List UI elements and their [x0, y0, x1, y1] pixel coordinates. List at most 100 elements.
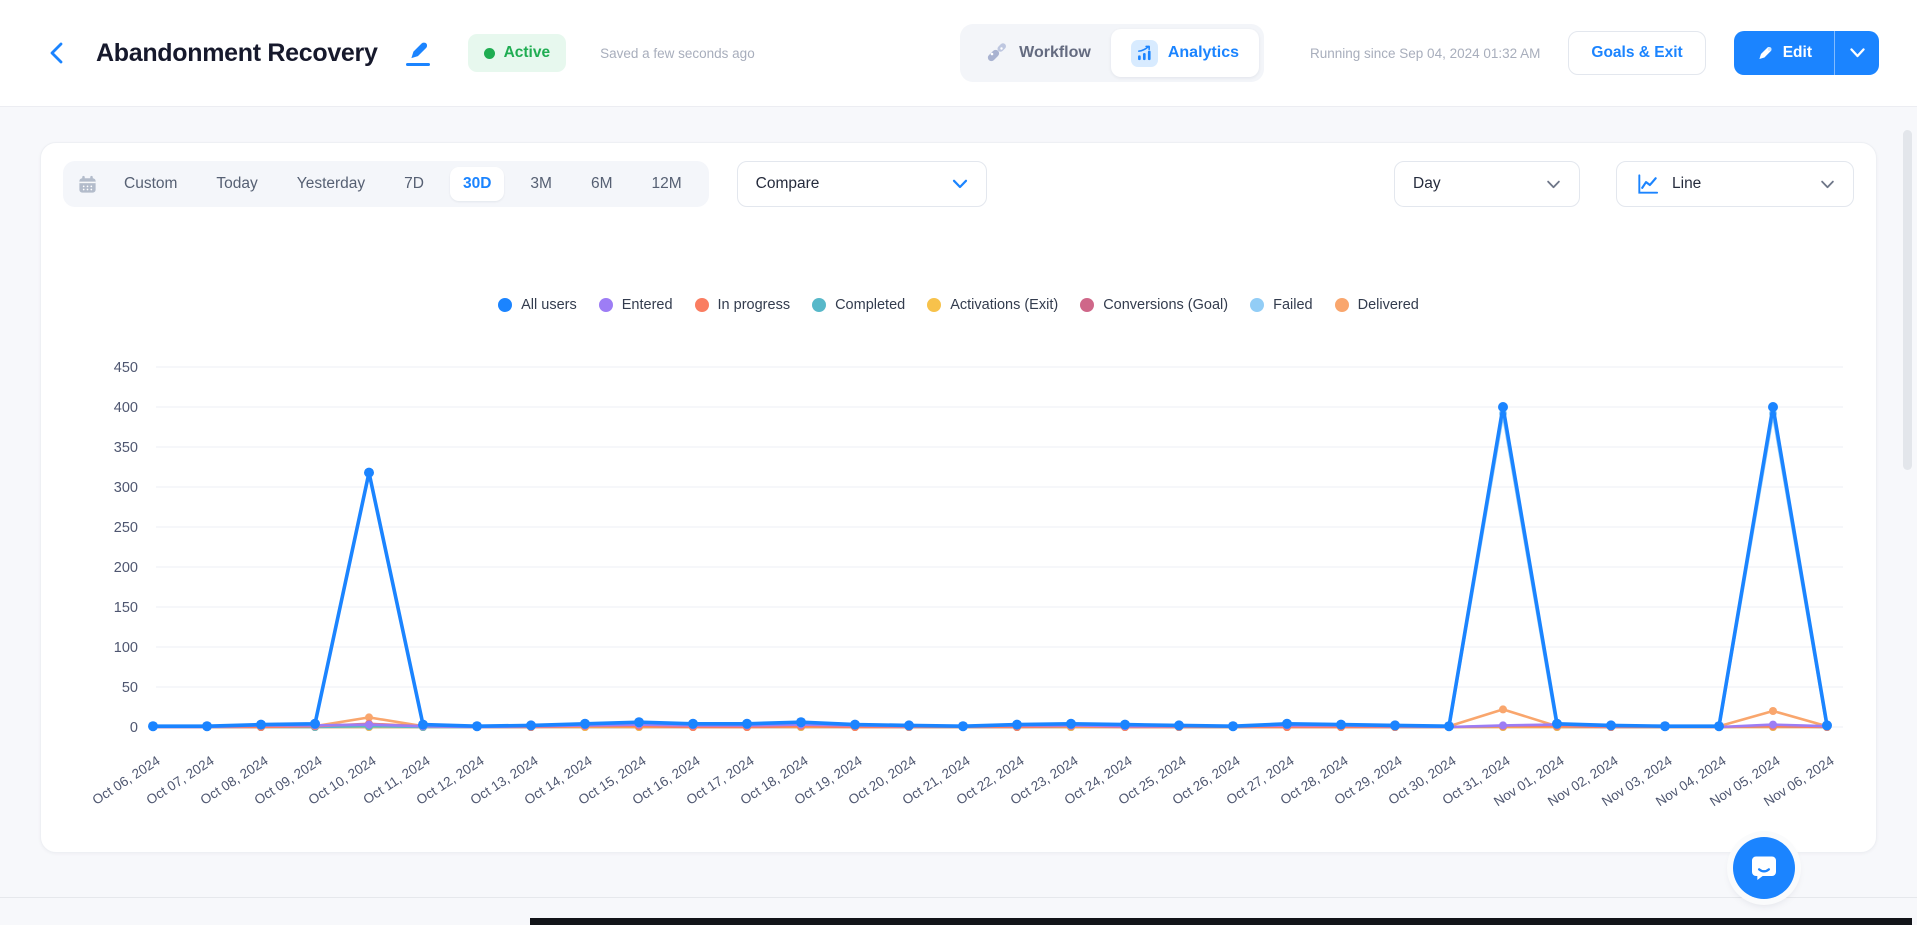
- chevron-down-icon: [952, 179, 967, 189]
- pencil-underline: [405, 63, 430, 66]
- range-option-6m[interactable]: 6M: [590, 175, 613, 192]
- data-point[interactable]: [904, 720, 914, 731]
- data-point[interactable]: [418, 719, 428, 730]
- page-title: Abandonment Recovery: [96, 38, 378, 67]
- analytics-card: Custom Today Yesterday 7D 30D 3M 6M 12M Compare…: [40, 142, 1877, 853]
- data-point[interactable]: [148, 721, 158, 732]
- range-option-7d[interactable]: 7D: [404, 175, 424, 192]
- data-point[interactable]: [310, 718, 320, 729]
- data-point[interactable]: [634, 717, 644, 728]
- data-point[interactable]: [202, 721, 212, 732]
- data-point[interactable]: [1499, 721, 1507, 730]
- tab-workflow[interactable]: Workflow: [965, 29, 1111, 77]
- data-point[interactable]: [742, 718, 752, 729]
- data-point[interactable]: [365, 713, 373, 722]
- legend-item-conversions-goal-[interactable]: Conversions (Goal): [1080, 297, 1228, 313]
- series-line-failed: [151, 411, 1829, 729]
- data-point[interactable]: [958, 721, 968, 732]
- data-point[interactable]: [1768, 402, 1778, 412]
- legend-dot-icon: [1250, 298, 1265, 312]
- legend-item-delivered[interactable]: Delivered: [1334, 297, 1419, 313]
- goals-exit-button[interactable]: Goals & Exit: [1568, 31, 1706, 75]
- data-point[interactable]: [1012, 719, 1022, 730]
- edit-button[interactable]: Edit: [1733, 31, 1835, 75]
- legend-item-completed[interactable]: Completed: [812, 297, 905, 313]
- vertical-scrollbar-thumb[interactable]: [1903, 130, 1912, 470]
- data-point[interactable]: [1606, 720, 1616, 731]
- data-point[interactable]: [1228, 721, 1238, 732]
- back-button[interactable]: [42, 39, 70, 67]
- granularity-select[interactable]: Day: [1394, 161, 1580, 207]
- legend-item-activations-exit-[interactable]: Activations (Exit): [927, 297, 1058, 313]
- data-point[interactable]: [1552, 718, 1562, 729]
- legend-dot-icon: [1334, 298, 1349, 312]
- legend-dot-icon: [1080, 298, 1095, 312]
- range-option-yesterday[interactable]: Yesterday: [296, 175, 366, 192]
- legend-label: Delivered: [1357, 297, 1419, 313]
- data-point[interactable]: [1714, 721, 1724, 732]
- view-tab-group: Workflow Analytics: [960, 24, 1264, 82]
- chart-type-select[interactable]: Line: [1616, 161, 1854, 207]
- range-option-custom[interactable]: Custom: [124, 175, 178, 192]
- data-point[interactable]: [1822, 720, 1832, 731]
- y-tick-label: 50: [122, 680, 138, 696]
- y-tick-label: 300: [114, 480, 138, 496]
- data-point[interactable]: [472, 721, 482, 732]
- range-option-today[interactable]: Today: [216, 175, 258, 192]
- legend-item-all-users[interactable]: All users: [498, 297, 577, 313]
- chart-area: 0 50 100 150 200 250 300 350 400 450 Oct 06, 2024 O…: [41, 351, 1878, 841]
- chevron-left-icon: [50, 42, 62, 64]
- data-point[interactable]: [1769, 707, 1777, 715]
- edit-split-button: Edit: [1733, 31, 1879, 75]
- legend-dot-icon: [927, 298, 942, 312]
- compare-select[interactable]: Compare: [736, 161, 987, 207]
- data-point[interactable]: [1444, 721, 1454, 732]
- data-point[interactable]: [1120, 719, 1130, 730]
- data-point[interactable]: [1174, 720, 1184, 731]
- data-point[interactable]: [365, 720, 373, 729]
- y-tick-label: 350: [114, 440, 138, 456]
- chat-launcher-button[interactable]: [1733, 837, 1795, 899]
- data-point[interactable]: [1336, 719, 1346, 730]
- range-option-12m[interactable]: 12M: [651, 175, 682, 192]
- data-point[interactable]: [850, 719, 860, 730]
- tab-analytics-label: Analytics: [1167, 44, 1239, 61]
- y-tick-label: 150: [114, 600, 138, 616]
- data-point[interactable]: [1499, 705, 1507, 714]
- legend-item-entered[interactable]: Entered: [598, 297, 673, 313]
- data-point[interactable]: [580, 718, 590, 729]
- data-point[interactable]: [1282, 718, 1292, 729]
- legend-dot-icon: [812, 298, 827, 312]
- data-point[interactable]: [1769, 720, 1777, 729]
- chart-toolbar: Custom Today Yesterday 7D 30D 3M 6M 12M Compare…: [63, 161, 1854, 207]
- tab-analytics[interactable]: Analytics: [1110, 29, 1259, 77]
- legend-item-in-progress[interactable]: In progress: [694, 297, 790, 313]
- data-point[interactable]: [526, 720, 536, 731]
- y-tick-label: 250: [114, 520, 138, 536]
- calendar-icon: [79, 175, 96, 193]
- data-point[interactable]: [1498, 402, 1508, 412]
- data-point[interactable]: [1066, 718, 1076, 729]
- data-point[interactable]: [1660, 721, 1670, 732]
- legend-label: Activations (Exit): [950, 297, 1059, 313]
- legend-dot-icon: [498, 298, 513, 312]
- edit-dropdown-button[interactable]: [1835, 31, 1879, 75]
- data-point[interactable]: [1390, 720, 1400, 731]
- legend-item-failed[interactable]: Failed: [1250, 297, 1313, 313]
- legend-label: Completed: [835, 297, 906, 313]
- range-option-3m[interactable]: 3M: [530, 175, 552, 192]
- running-since-text: Running since Sep 04, 2024 01:32 AM: [1309, 45, 1541, 61]
- range-option-30d[interactable]: 30D: [449, 167, 505, 201]
- bottom-window-edge: [530, 918, 1912, 925]
- chart-legend: All users Entered In progress Completed Acti…: [41, 291, 1876, 319]
- edit-button-label: Edit: [1782, 44, 1812, 61]
- legend-label: All users: [521, 297, 577, 313]
- rename-button[interactable]: [405, 40, 430, 66]
- data-point[interactable]: [256, 719, 266, 730]
- status-label: Active: [503, 44, 551, 61]
- data-point[interactable]: [364, 467, 374, 478]
- data-point[interactable]: [796, 717, 806, 728]
- data-point[interactable]: [688, 718, 698, 729]
- workflow-icon: [988, 43, 1007, 62]
